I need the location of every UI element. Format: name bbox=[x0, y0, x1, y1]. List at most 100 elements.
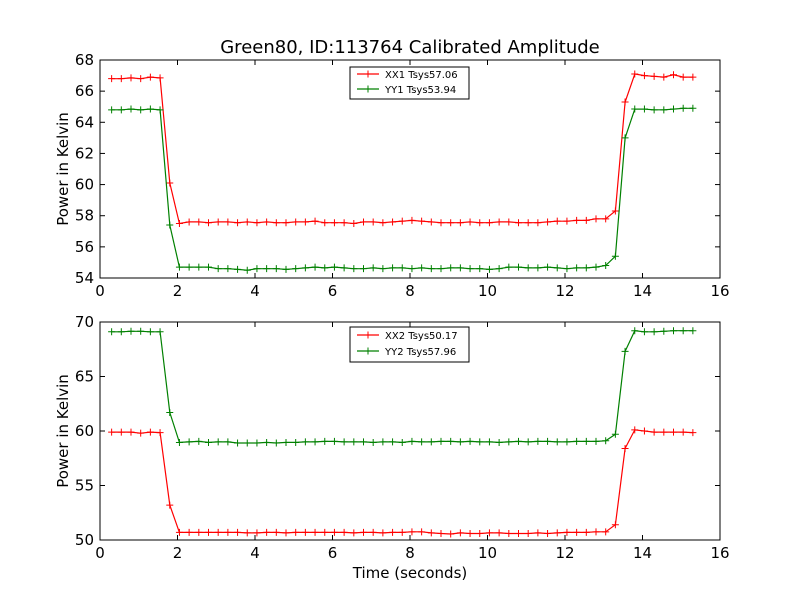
data-point bbox=[505, 438, 513, 446]
data-point bbox=[447, 530, 455, 538]
data-point bbox=[408, 528, 416, 536]
data-point bbox=[389, 218, 397, 226]
data-point bbox=[350, 265, 358, 273]
data-point bbox=[321, 264, 329, 272]
data-point bbox=[205, 438, 212, 446]
data-point bbox=[534, 219, 542, 227]
data-point bbox=[185, 438, 193, 446]
data-point bbox=[592, 263, 600, 271]
data-point bbox=[146, 328, 154, 336]
data-point bbox=[427, 265, 435, 273]
x-tick-label: 4 bbox=[250, 544, 260, 562]
data-point bbox=[117, 428, 125, 436]
data-point bbox=[582, 216, 590, 224]
data-point bbox=[553, 264, 561, 272]
data-point bbox=[321, 219, 329, 227]
data-point bbox=[631, 426, 639, 434]
x-tick-label: 0 bbox=[95, 544, 105, 562]
data-point bbox=[253, 529, 261, 537]
data-point bbox=[592, 528, 600, 536]
data-point bbox=[544, 437, 552, 445]
data-point bbox=[350, 438, 358, 446]
legend-label: XX1 Tsys57.06 bbox=[385, 70, 458, 81]
legend-label: YY2 Tsys57.96 bbox=[384, 347, 456, 358]
data-point bbox=[224, 438, 232, 446]
data-point bbox=[253, 265, 261, 273]
data-point bbox=[156, 429, 164, 437]
data-point bbox=[485, 219, 493, 227]
x-tick-label: 10 bbox=[478, 544, 497, 562]
y-tick-label: 55 bbox=[75, 477, 94, 495]
data-point bbox=[466, 218, 474, 226]
data-point bbox=[166, 179, 174, 187]
data-point bbox=[398, 438, 406, 446]
data-point bbox=[340, 264, 348, 272]
data-point bbox=[330, 219, 338, 227]
data-point bbox=[146, 73, 154, 81]
data-point bbox=[485, 438, 493, 446]
tick-layer: 0 2 4 6 8 10 12 14 16 50 55 60 65 70 bbox=[75, 313, 730, 562]
data-point bbox=[292, 438, 300, 446]
data-point bbox=[234, 528, 242, 536]
data-point bbox=[563, 265, 571, 273]
data-point bbox=[301, 528, 309, 536]
data-point bbox=[495, 529, 503, 537]
data-point bbox=[408, 265, 416, 273]
data-point bbox=[108, 106, 116, 114]
data-point bbox=[108, 428, 116, 436]
data-point bbox=[456, 219, 464, 227]
data-point bbox=[670, 428, 677, 436]
legend-swatch-marker bbox=[364, 331, 372, 339]
y-tick-label: 62 bbox=[75, 144, 94, 162]
data-point bbox=[292, 528, 300, 536]
data-point bbox=[243, 439, 251, 447]
legend-swatch-marker bbox=[364, 347, 372, 355]
x-tick-label: 14 bbox=[633, 544, 652, 562]
data-point bbox=[292, 218, 300, 226]
data-point bbox=[272, 528, 280, 536]
data-point bbox=[175, 528, 183, 536]
data-point bbox=[117, 328, 125, 336]
data-point bbox=[427, 438, 435, 446]
data-point bbox=[301, 438, 309, 446]
data-point bbox=[437, 219, 445, 227]
data-point bbox=[185, 263, 193, 271]
data-point bbox=[466, 265, 474, 273]
data-point bbox=[592, 215, 600, 223]
data-point bbox=[311, 217, 319, 225]
data-point bbox=[476, 529, 484, 537]
data-point bbox=[679, 327, 687, 335]
data-point bbox=[505, 218, 513, 226]
data-point bbox=[263, 438, 271, 446]
data-point bbox=[350, 220, 358, 227]
data-point bbox=[360, 438, 367, 446]
data-point bbox=[156, 328, 164, 336]
data-point bbox=[224, 265, 232, 273]
data-point bbox=[524, 219, 532, 227]
data-point bbox=[466, 437, 474, 445]
data-point bbox=[573, 264, 581, 272]
data-point bbox=[640, 105, 648, 113]
x-tick-label: 16 bbox=[710, 282, 729, 300]
data-point bbox=[505, 263, 513, 271]
data-point bbox=[505, 529, 513, 537]
x-axis-label: Time (seconds) bbox=[352, 564, 468, 582]
data-point bbox=[243, 529, 251, 537]
data-point bbox=[621, 134, 629, 142]
data-point bbox=[340, 438, 348, 446]
y-axis-label: Power in Kelvin bbox=[54, 374, 72, 488]
data-point bbox=[573, 528, 581, 536]
data-point bbox=[282, 219, 290, 227]
data-point bbox=[272, 219, 280, 227]
data-point bbox=[456, 264, 464, 272]
series-xx1 bbox=[108, 70, 697, 227]
data-point bbox=[340, 219, 348, 227]
y-tick-label: 64 bbox=[75, 113, 94, 131]
data-point bbox=[495, 218, 503, 226]
data-point bbox=[108, 328, 116, 336]
data-point bbox=[534, 264, 542, 272]
data-point bbox=[611, 521, 619, 529]
series-yy1 bbox=[108, 104, 697, 274]
data-point bbox=[398, 528, 406, 536]
data-point bbox=[137, 327, 145, 335]
